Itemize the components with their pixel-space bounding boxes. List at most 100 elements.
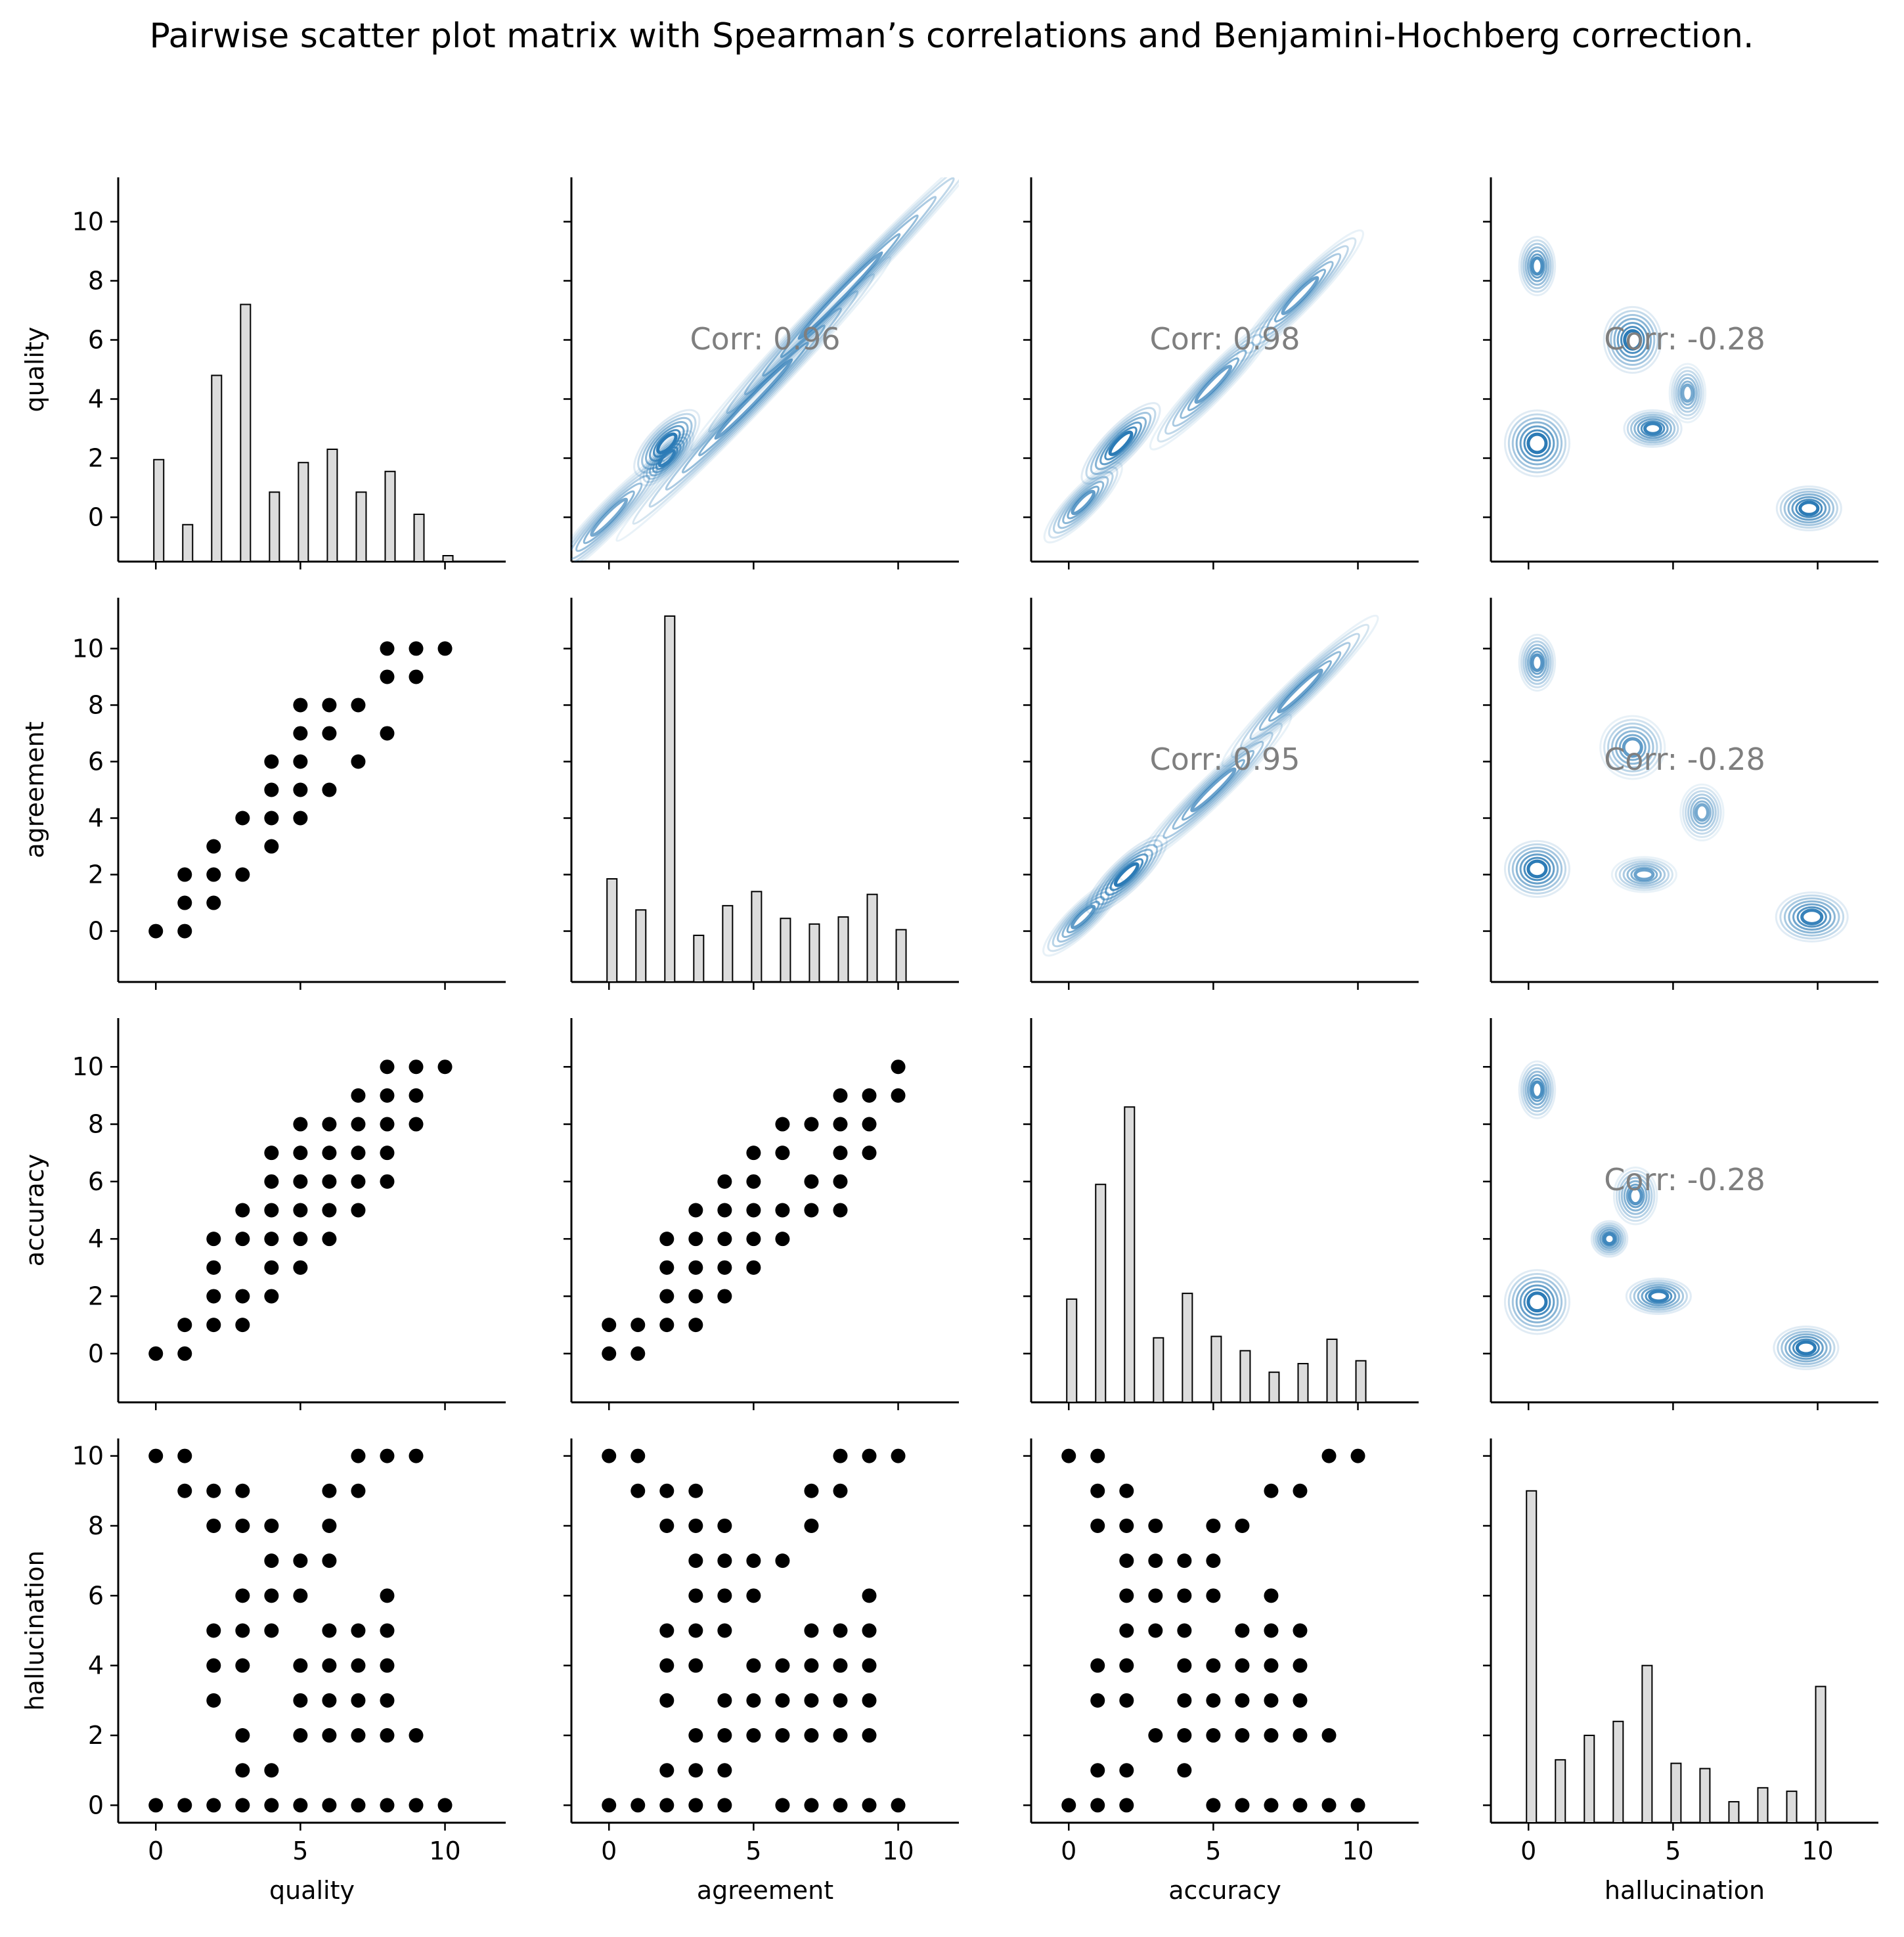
scatter-point [1235,1658,1250,1673]
scatter-point [322,1553,337,1569]
kde-contour-line [1694,803,1710,822]
scatter-point [351,1448,366,1463]
scatter-point [746,1658,761,1673]
scatter-point [659,1658,675,1673]
kde-contour-line [1522,1067,1552,1113]
scatter-point [264,782,279,797]
kde-contour-line [1640,420,1666,437]
x-tick-label: 5 [292,1837,308,1865]
scatter-point [1235,1728,1250,1743]
scatter-point [1264,1798,1279,1813]
scatter-point [862,1588,877,1603]
kde-contour-line [1679,783,1725,841]
y-tick-label: 0 [88,1791,104,1819]
kde-contour-line [1796,906,1827,928]
scatter-point [775,1658,790,1673]
scatter-point [264,1203,279,1218]
hist-bar [1699,1768,1711,1823]
kde-contour-line [1607,723,1658,772]
kde-contour-line [1637,418,1669,439]
scatter-point [1264,1483,1279,1498]
kde-contour-line [1048,466,1118,539]
scatter-point [833,1203,848,1218]
scatter-point [351,1174,366,1189]
scatter-point [235,1483,250,1498]
kde-contour-line [1597,1226,1622,1251]
scatter-point [804,1798,819,1813]
scatter-point [833,1693,848,1708]
hist-bar [1297,1363,1309,1404]
scatter-point [775,1728,790,1743]
scatter-point [688,1483,703,1498]
scatter-point [293,1553,308,1569]
scatter-point [235,1289,250,1304]
kde-contour-line [1181,759,1245,821]
scatter-point [351,1088,366,1103]
scatter-point [380,1088,395,1103]
y-tick-label: 2 [88,1721,104,1750]
x-tick-label: 0 [601,1837,617,1865]
kde-contour-line [1164,334,1262,435]
kde-contour-line [657,449,676,468]
scatter-point [351,1483,366,1498]
kde-contour-line [1788,1335,1824,1360]
kde-contour-line [1673,370,1702,416]
kde-contours [1503,633,1849,943]
scatter-point [206,1658,221,1673]
kde-contour-line [1612,1166,1658,1226]
scatter-point [380,1728,395,1743]
hist-bar [1583,1735,1595,1823]
scatter-point [351,754,366,769]
hist-bar [1815,1685,1827,1823]
scatter-point [322,1518,337,1533]
kde-contour-line [1530,256,1544,276]
kde-contour-line [1626,1184,1645,1209]
x-tick-label: 10 [429,1837,460,1865]
scatter-point [1090,1658,1105,1673]
scatter-point [1293,1623,1308,1638]
kde-contour-line [1590,1220,1629,1258]
kde-contour-line [1266,261,1334,330]
kde-contour-line [1633,1281,1685,1311]
kde-contour-line [1603,719,1662,776]
scatter-point [1119,1693,1134,1708]
scatter-point [148,1798,164,1813]
scatter-point [833,1658,848,1673]
scatter-point [833,1088,848,1103]
scatter-point [409,1059,424,1075]
y-tick-label: 8 [88,1110,104,1139]
scatter-point [1206,1798,1221,1813]
kde-contour-line [1052,886,1115,948]
kde-contour-line [1620,326,1645,354]
hist-bar [1095,1184,1107,1404]
kde-contour-line [1522,242,1552,290]
kde-contour-line [1787,493,1831,523]
x-axis-label-hallucination: hallucination [1605,1876,1765,1905]
scatter-point [1119,1798,1134,1813]
scatter-point [293,1658,308,1673]
scatter-point [293,1693,308,1708]
panel-agreement-vs-quality: 0 2 4 6 8 10 agreement [20,598,506,990]
scatter-point [206,1693,221,1708]
scatter-point [1350,1798,1365,1813]
kde-contour-line [1520,1063,1554,1116]
pairplot-grid: 0 2 4 6 8 10 quality Corr: 0.96 Corr: 0.98 Corr: … [20,177,1878,1905]
kde-contour-line [1603,305,1662,374]
y-tick-label: 4 [88,1224,104,1253]
hist-bar [153,458,165,562]
scatter-point [746,1588,761,1603]
scatter-point [380,641,395,656]
kde-contour-line [1800,908,1824,925]
scatter-point [804,1117,819,1132]
hist-bar [722,904,734,983]
kde-contour-line [1281,276,1319,315]
kde-contour-line [1268,659,1333,722]
y-tick-label: 2 [88,444,104,473]
scatter-point [1264,1588,1279,1603]
kde-contour-line [1511,1276,1563,1327]
kde-contour-line [1134,713,1293,866]
scatter-point [235,1318,250,1333]
scatter-point [717,1553,732,1569]
scatter-point [264,1553,279,1569]
scatter-point [775,1232,790,1247]
